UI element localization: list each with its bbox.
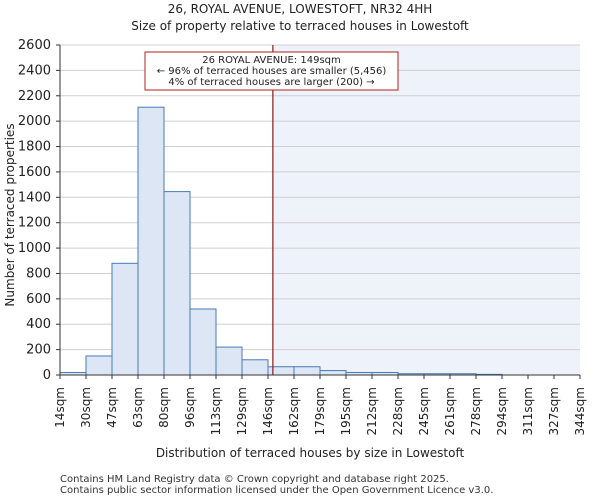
x-tick-label: 228sqm: [391, 387, 405, 435]
x-tick-label: 311sqm: [521, 387, 535, 435]
x-tick-label: 96sqm: [183, 387, 197, 428]
footer-licence: Contains public sector information licen…: [60, 485, 494, 496]
x-tick-label: 80sqm: [157, 387, 171, 428]
x-tick-label: 344sqm: [573, 387, 587, 435]
y-tick-label: 1200: [18, 216, 51, 231]
x-tick-label: 30sqm: [79, 387, 93, 428]
x-tick-label: 245sqm: [417, 387, 431, 435]
x-axis-title: Distribution of terraced houses by size …: [156, 446, 465, 460]
x-tick-label: 47sqm: [105, 387, 119, 428]
y-axis-title: Number of terraced properties: [3, 123, 17, 306]
annotation-line-1: 26 ROYAL AVENUE: 149sqm: [202, 55, 341, 66]
bar-113sqm: [215, 346, 243, 376]
x-tick-label: 14sqm: [53, 387, 67, 428]
x-tick-label: 129sqm: [235, 387, 249, 435]
annotation-line-2: ← 96% of terraced houses are smaller (5,…: [157, 66, 387, 77]
annotation-box: [144, 51, 399, 91]
y-tick-label: 1000: [18, 241, 51, 256]
footer-copyright: Contains HM Land Registry data © Crown c…: [60, 474, 449, 485]
bar-146sqm: [267, 366, 295, 376]
chart-title: 26, ROYAL AVENUE, LOWESTOFT, NR32 4HH: [167, 2, 433, 16]
x-tick-label: 63sqm: [131, 387, 145, 428]
bar-63sqm: [137, 106, 165, 376]
y-tick-label: 200: [26, 343, 51, 358]
x-tick-label: 212sqm: [365, 387, 379, 435]
x-tick-label: 278sqm: [469, 387, 483, 435]
bar-179sqm: [319, 370, 347, 376]
x-tick-label: 195sqm: [339, 387, 353, 435]
x-tick-label: 162sqm: [287, 387, 301, 435]
y-tick-label: 400: [26, 317, 51, 332]
x-tick-label: 294sqm: [495, 387, 509, 435]
chart-subtitle: Size of property relative to terraced ho…: [131, 19, 469, 33]
y-tick-label: 2400: [18, 63, 51, 78]
x-tick-label: 179sqm: [313, 387, 327, 435]
x-tick-label: 146sqm: [261, 387, 275, 435]
bar-30sqm: [85, 355, 113, 376]
y-tick-label: 2200: [18, 89, 51, 104]
y-tick-label: 2000: [18, 114, 51, 129]
y-tick-label: 1800: [18, 140, 51, 155]
y-tick-label: 1400: [18, 190, 51, 205]
bar-96sqm: [189, 308, 217, 376]
y-tick-label: 1600: [18, 165, 51, 180]
annotation-line-3: 4% of terraced houses are larger (200) →: [168, 77, 374, 88]
y-tick-label: 0: [43, 368, 51, 383]
y-tick-label: 800: [26, 266, 51, 281]
bar-80sqm: [163, 191, 191, 376]
y-tick-label: 600: [26, 292, 51, 307]
x-tick-label: 327sqm: [547, 387, 561, 435]
bar-129sqm: [241, 359, 269, 376]
x-tick-label: 261sqm: [443, 387, 457, 435]
highlight-region: [272, 45, 580, 375]
bar-162sqm: [293, 366, 321, 376]
bar-47sqm: [111, 262, 139, 376]
y-tick-label: 2600: [18, 38, 51, 53]
x-tick-label: 113sqm: [209, 387, 223, 435]
